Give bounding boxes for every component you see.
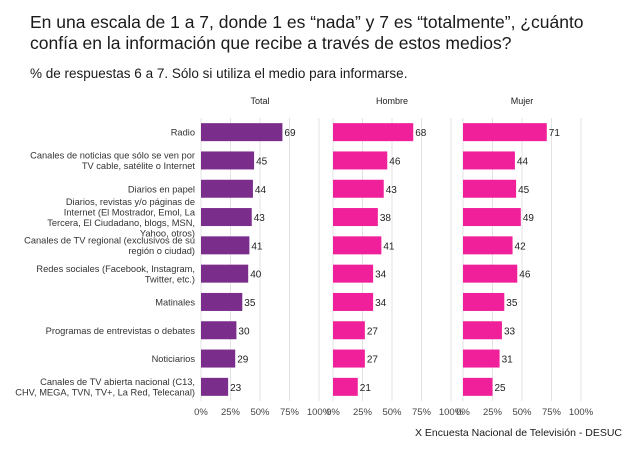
bar — [463, 236, 513, 255]
bar — [201, 264, 249, 283]
category-label: Canales de TV abierta nacional (C13, CHV,… — [15, 377, 195, 398]
bar — [201, 349, 236, 368]
bar — [333, 321, 365, 340]
data-label: 46 — [519, 270, 531, 281]
data-label: 44 — [255, 185, 267, 196]
panel-title-total: Total — [250, 96, 269, 106]
bar — [333, 236, 382, 255]
bar — [463, 292, 505, 311]
bar — [333, 349, 365, 368]
bar — [463, 349, 500, 368]
bar — [333, 123, 414, 142]
chart-subtitle: % de respuestas 6 a 7. Sólo si utiliza e… — [30, 66, 408, 81]
data-label: 31 — [502, 355, 514, 366]
bar — [463, 264, 518, 283]
data-label: 46 — [389, 156, 401, 167]
bar — [463, 123, 547, 142]
category-label: Canales de noticias que sólo se ven por T… — [30, 151, 195, 172]
x-tick-label: 75% — [412, 407, 432, 418]
data-label: 71 — [549, 128, 561, 139]
x-tick-label: 75% — [280, 407, 300, 418]
bar — [333, 208, 378, 227]
category-label: Radio — [171, 128, 195, 138]
data-label: 40 — [250, 270, 262, 281]
source-caption: X Encuesta Nacional de Televisión - DESU… — [415, 427, 622, 439]
bar — [333, 377, 358, 396]
bar — [463, 151, 515, 170]
panel-title-hombre: Hombre — [376, 96, 408, 106]
data-label: 42 — [515, 241, 527, 252]
category-label: Canales de TV regional (exclusivos de su… — [24, 236, 195, 257]
bar — [333, 292, 374, 311]
bar — [201, 123, 283, 142]
x-tick-label: 100% — [307, 407, 332, 418]
data-label: 34 — [375, 270, 387, 281]
x-tick-label: 25% — [221, 407, 241, 418]
data-label: 49 — [523, 213, 535, 224]
data-label: 45 — [256, 156, 268, 167]
category-label: Diarios, revistas y/o páginas de Internet… — [47, 197, 196, 239]
data-label: 44 — [517, 156, 529, 167]
data-label: 27 — [367, 326, 379, 337]
x-tick-label: 0% — [326, 407, 340, 418]
bar — [333, 264, 374, 283]
data-label: 23 — [230, 383, 242, 394]
bar — [201, 292, 243, 311]
bar — [463, 179, 517, 198]
category-label: Matinales — [155, 297, 195, 307]
data-label: 41 — [383, 241, 395, 252]
chart-title: En una escala de 1 a 7, donde 1 es “nada… — [30, 12, 584, 53]
bar — [333, 179, 384, 198]
bar — [463, 208, 521, 227]
data-label: 29 — [237, 355, 249, 366]
data-label: 34 — [375, 298, 387, 309]
data-label: 35 — [244, 298, 256, 309]
x-tick-label: 0% — [194, 407, 208, 418]
x-tick-label: 0% — [456, 407, 470, 418]
bar — [201, 208, 252, 227]
data-label: 30 — [238, 326, 250, 337]
data-label: 45 — [518, 185, 530, 196]
bar — [333, 151, 388, 170]
x-tick-label: 75% — [542, 407, 562, 418]
bar — [201, 377, 229, 396]
bar — [463, 377, 493, 396]
category-label: Diarios en papel — [128, 184, 195, 194]
data-label: 21 — [360, 383, 372, 394]
data-label: 35 — [506, 298, 518, 309]
panel-title-mujer: Mujer — [511, 96, 534, 106]
data-label: 33 — [504, 326, 516, 337]
data-label: 38 — [380, 213, 392, 224]
data-label: 43 — [386, 185, 398, 196]
data-label: 25 — [495, 383, 507, 394]
x-tick-label: 100% — [439, 407, 464, 418]
bar — [201, 151, 255, 170]
x-tick-label: 50% — [250, 407, 270, 418]
x-tick-label: 50% — [382, 407, 402, 418]
data-label: 27 — [367, 355, 379, 366]
bar — [463, 321, 502, 340]
data-label: 68 — [415, 128, 427, 139]
data-label: 43 — [254, 213, 266, 224]
category-label: Programas de entrevistas o debates — [46, 326, 196, 336]
x-tick-label: 100% — [569, 407, 594, 418]
bar — [201, 236, 250, 255]
bar — [201, 179, 253, 198]
x-tick-label: 25% — [353, 407, 373, 418]
x-tick-label: 50% — [512, 407, 532, 418]
category-label: Redes sociales (Facebook, Instagram, Twit… — [36, 264, 195, 285]
x-tick-label: 25% — [483, 407, 503, 418]
category-label: Noticiarios — [152, 354, 196, 364]
data-label: 41 — [251, 241, 263, 252]
bar — [201, 321, 237, 340]
data-label: 69 — [284, 128, 296, 139]
